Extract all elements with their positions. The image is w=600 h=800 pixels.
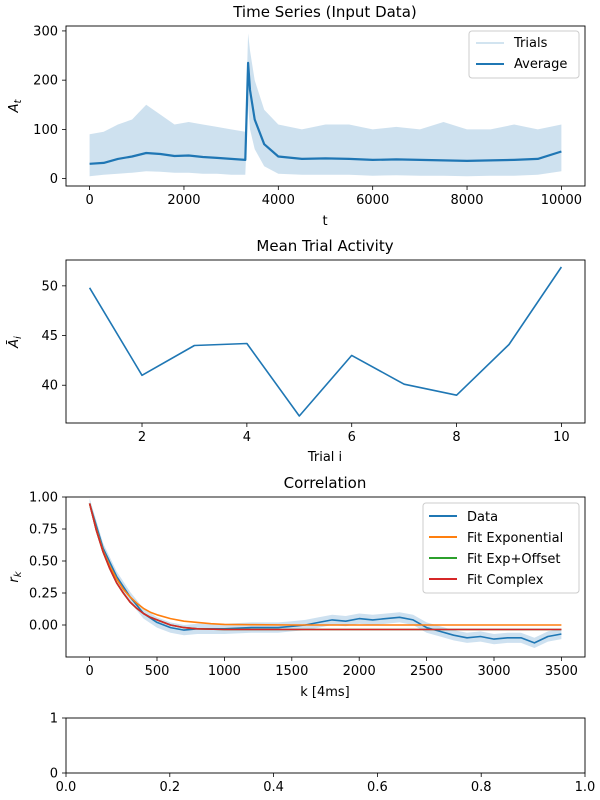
x-tick-label: 0: [85, 193, 93, 208]
x-tick-label: 3500: [545, 664, 578, 679]
axes-frame-empty: [65, 717, 586, 774]
x-tick-label: 2000: [343, 664, 376, 679]
plot-area-time-series: [89, 33, 562, 177]
legend-label-trials: Trials: [513, 36, 548, 51]
y-tick-label: 0: [50, 767, 58, 782]
legend-box-correlation: [422, 502, 580, 594]
x-axis-label-mean-trial-activity: Trial i: [307, 450, 342, 465]
panel-correlation: Correlation 0 500 1000 1500 2000 2500 3000 3500…: [7, 474, 586, 700]
x-tick-label: 2500: [410, 664, 443, 679]
x-axis-label-correlation: k [4ms]: [300, 685, 350, 700]
y-tick-label: 40: [41, 379, 58, 394]
legend-correlation: Data Fit Exponential Fit Exp+Offset Fit …: [422, 502, 580, 594]
series-line-data: [88, 503, 562, 644]
x-tick-label: 4: [243, 430, 251, 445]
panel-title-correlation: Correlation: [284, 474, 367, 492]
x-tick-label: 10: [553, 430, 570, 445]
x-tick-label: 6: [348, 430, 356, 445]
y-tick-label: 0.25: [29, 587, 58, 602]
legend-time-series: Trials Average: [468, 30, 580, 79]
y-tick-label: 0.75: [29, 523, 58, 538]
x-tick-label: 4000: [262, 193, 295, 208]
x-tick-label: 0.2: [159, 780, 180, 795]
y-tick-label: 0.50: [29, 555, 58, 570]
ticks-correlation: 0 500 1000 1500 2000 2500 3000 3500 0.00 0.25 0.50…: [29, 491, 578, 680]
y-tick-label: 1.00: [29, 491, 58, 506]
y-tick-label: 100: [33, 123, 58, 138]
panel-title-time-series: Time Series (Input Data): [232, 3, 417, 21]
axes-frame-mean-trial-activity: [65, 259, 586, 424]
x-tick-label: 6000: [356, 193, 389, 208]
y-tick-label: 45: [41, 329, 58, 344]
x-tick-label: 8000: [450, 193, 483, 208]
legend-label-fit-complex: Fit Complex: [467, 573, 544, 588]
legend-box-time-series: [468, 30, 580, 79]
x-tick-label: 0.4: [263, 780, 284, 795]
y-axis-label-mean-trial-activity: Āi: [7, 336, 24, 349]
x-tick-label: 2000: [167, 193, 200, 208]
legend-label-average: Average: [514, 57, 567, 72]
x-tick-label: 0.8: [471, 780, 492, 795]
y-tick-label: 50: [41, 279, 58, 294]
ticks-time-series: 0 2000 4000 6000 8000 10000 0 100 200 300: [33, 24, 582, 208]
panel-empty-axes: 0.0 0.2 0.4 0.6 0.8 1.0 0 1: [50, 712, 596, 796]
series-band-data: [89, 498, 562, 648]
x-tick-label: 0: [85, 664, 93, 679]
axes-frame-time-series: [65, 25, 586, 187]
series-line-series: [88, 266, 563, 417]
x-tick-label: 3000: [477, 664, 510, 679]
y-tick-label: 300: [33, 24, 58, 39]
plot-area-mean-trial-activity: [88, 266, 563, 417]
y-tick-label: 200: [33, 74, 58, 89]
y-tick-label: 0.00: [29, 619, 58, 634]
series-line-fit-complex: [88, 503, 562, 631]
panel-time-series: Time Series (Input Data) 0 2000 4000 6000 80…: [7, 3, 586, 229]
x-tick-label: 1000: [208, 664, 241, 679]
panel-mean-trial-activity: Mean Trial Activity 2 4 6 8 10 40 45 50 Trial i…: [7, 237, 586, 465]
x-tick-label: 2: [138, 430, 146, 445]
y-tick-label: 1: [50, 712, 58, 727]
x-tick-label: 1500: [275, 664, 308, 679]
plot-area-correlation: [88, 498, 562, 648]
x-tick-label: 0.6: [367, 780, 388, 795]
axes-frame-correlation: [65, 496, 586, 658]
x-tick-label: 8: [452, 430, 460, 445]
legend-label-fit-exponential: Fit Exponential: [467, 531, 563, 546]
x-tick-label: 0.0: [56, 780, 77, 795]
legend-label-fit-exp-offset: Fit Exp+Offset: [467, 552, 560, 567]
y-tick-label: 0: [50, 172, 58, 187]
x-tick-label: 500: [145, 664, 170, 679]
x-axis-label-time-series: t: [322, 214, 327, 229]
series-line-fit-exponential: [88, 503, 562, 626]
series-band-trials: [89, 33, 562, 177]
ticks-mean-trial-activity: 2 4 6 8 10 40 45 50: [41, 279, 569, 445]
ticks-empty-axes: 0.0 0.2 0.4 0.6 0.8 1.0 0 1: [50, 712, 596, 796]
legend-label-data: Data: [467, 510, 498, 525]
panel-title-mean-trial-activity: Mean Trial Activity: [256, 237, 393, 255]
x-tick-label: 10000: [541, 193, 582, 208]
series-line-average: [89, 61, 562, 165]
x-tick-label: 1.0: [575, 780, 596, 795]
